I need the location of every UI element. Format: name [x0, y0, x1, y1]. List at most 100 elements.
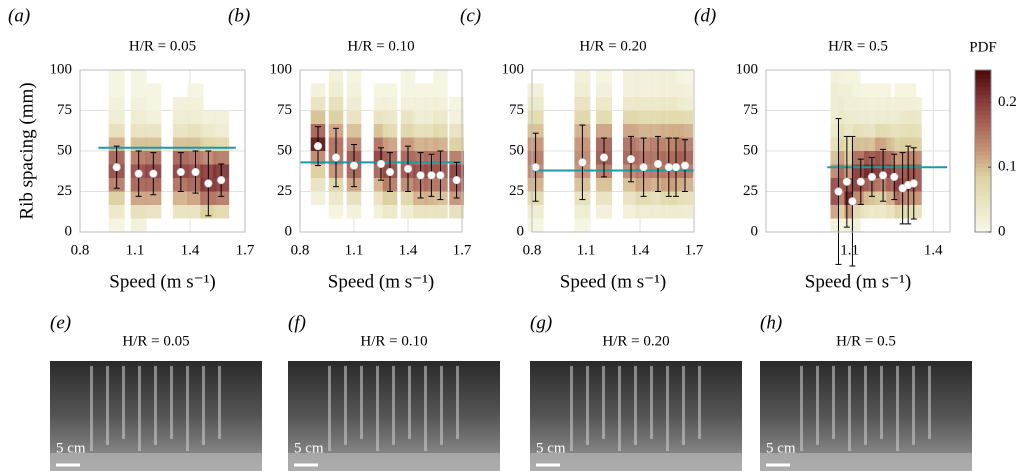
pdf-cell — [905, 110, 922, 124]
pdf-cell — [108, 218, 125, 232]
pdf-cell — [346, 204, 362, 219]
pdf-cell — [130, 70, 147, 84]
panel-label: (a) — [8, 5, 30, 26]
pdf-cell — [623, 123, 639, 138]
pdf-cell — [574, 83, 591, 98]
y-tick-label: 0 — [517, 223, 525, 239]
y-tick-label: 50 — [509, 142, 524, 158]
colorbar-segment — [975, 171, 991, 176]
pdf-cell — [433, 204, 448, 219]
mean-point — [191, 167, 200, 177]
y-tick-label: 75 — [57, 102, 72, 118]
mean-point — [217, 176, 226, 185]
mean-point — [878, 171, 888, 180]
pdf-cell — [328, 191, 344, 205]
pdf-cell — [596, 191, 612, 205]
photo-streak — [440, 366, 443, 445]
pdf-cell — [346, 83, 362, 98]
mean-point — [867, 172, 877, 182]
pdf-cell — [172, 191, 189, 205]
pdf-cell — [108, 191, 125, 205]
pdf-cell — [433, 83, 448, 98]
photo-streak — [154, 366, 157, 445]
y-tick-label: 0 — [285, 223, 293, 239]
photo-streak — [618, 366, 621, 451]
pdf-cell — [596, 97, 612, 111]
photo-streak — [602, 366, 605, 439]
mean-point — [664, 163, 673, 172]
pdf-cell — [433, 97, 448, 111]
colorbar-segment — [975, 146, 991, 152]
x-tick-label: 1.4 — [924, 242, 943, 258]
pdf-cell — [108, 123, 125, 138]
pdf-cell — [187, 110, 204, 124]
photo-title: H/R = 0.5 — [836, 333, 896, 349]
pdf-cell — [328, 204, 344, 219]
colorbar-segment — [975, 86, 991, 91]
pdf-cell — [635, 204, 652, 219]
mean-point — [842, 177, 851, 186]
mean-point — [385, 167, 395, 177]
x-tick-label: 0.8 — [291, 242, 310, 258]
pdf-cell — [187, 123, 204, 138]
y-tick-label: 0 — [751, 223, 759, 239]
photo-streak — [832, 366, 835, 439]
pdf-cell — [145, 137, 162, 151]
photo-streak — [202, 366, 205, 445]
x-tick-label: 1.1 — [126, 242, 145, 258]
pdf-cell — [596, 110, 612, 124]
pdf-cell — [328, 83, 344, 98]
mean-point — [531, 163, 540, 172]
plot-frame — [531, 69, 695, 233]
pdf-cell — [623, 110, 639, 124]
colorbar-segment — [975, 70, 991, 75]
pdf-cell — [213, 110, 230, 124]
mean-point — [376, 159, 386, 169]
pdf-cell — [145, 83, 162, 98]
pdf-cell — [905, 123, 922, 138]
colorbar-segment — [975, 74, 991, 79]
pdf-cell — [596, 70, 612, 84]
pdf-cell — [382, 123, 398, 138]
photo-streak — [800, 366, 803, 451]
panel-label: (e) — [50, 312, 71, 333]
pdf-cell — [400, 83, 416, 98]
pdf-cell — [130, 123, 147, 138]
mean-point — [680, 161, 690, 170]
x-axis-label: Speed (m s⁻¹) — [805, 271, 912, 292]
y-tick-label: 100 — [270, 61, 293, 77]
colorbar-segment — [975, 142, 991, 148]
y-tick-label: 100 — [736, 61, 759, 77]
pdf-cell — [900, 83, 917, 98]
mean-point — [112, 163, 121, 172]
photo-streak — [138, 366, 141, 451]
pdf-cell — [108, 110, 125, 124]
pdf-cell — [875, 83, 892, 98]
colorbar-segment — [975, 82, 991, 87]
y-axis-label: Rib spacing (mm) — [16, 82, 37, 219]
pdf-cell — [200, 123, 217, 138]
y-tick-label: 0 — [65, 223, 73, 239]
y-tick-label: 50 — [277, 142, 292, 158]
panel-label: (h) — [760, 312, 782, 333]
pdf-cell — [905, 137, 922, 151]
pdf-cell — [527, 204, 544, 219]
mean-point — [653, 159, 663, 169]
pdf-cell — [433, 137, 448, 151]
pdf-cell — [382, 204, 398, 219]
scale-label: 5 cm — [56, 440, 86, 456]
x-tick-label: 1.4 — [181, 242, 200, 258]
panel-label: (b) — [228, 5, 250, 26]
x-tick-label: 0.8 — [71, 242, 90, 258]
colorbar-segment — [975, 215, 991, 221]
colorbar-segment — [975, 122, 991, 128]
pdf-cell — [213, 191, 230, 205]
y-tick-label: 25 — [743, 183, 758, 199]
pdf-cell — [623, 191, 639, 205]
colorbar-segment — [975, 90, 991, 95]
pdf-cell — [574, 97, 591, 111]
colorbar-segment — [975, 223, 991, 229]
pdf-cell — [328, 97, 344, 111]
photo-streak — [896, 366, 899, 451]
pdf-cell — [449, 137, 464, 151]
